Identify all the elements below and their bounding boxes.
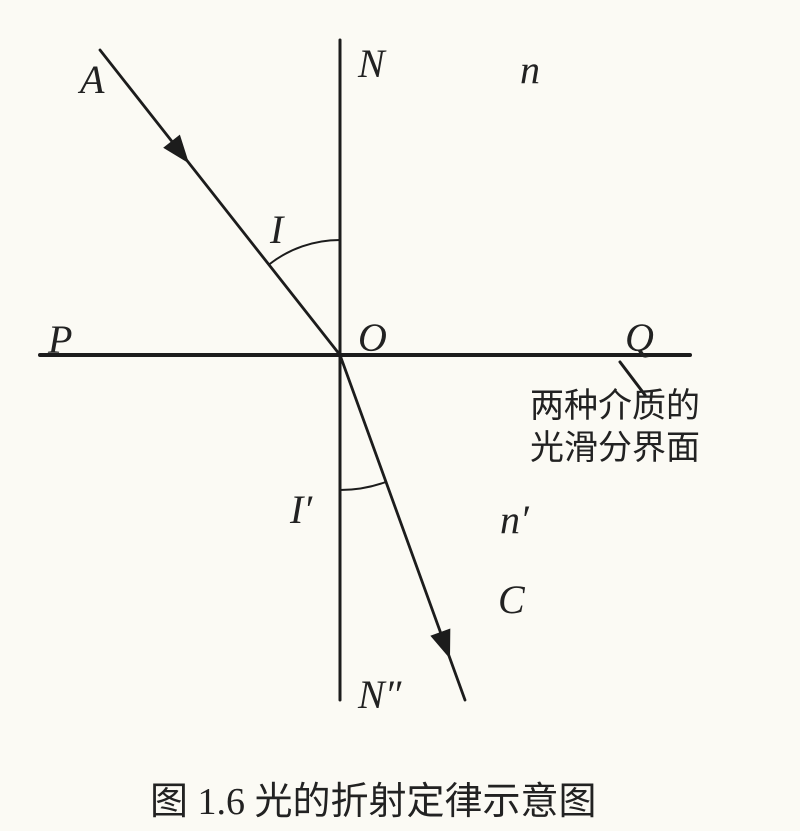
- figure-caption: 图 1.6 光的折射定律示意图: [150, 770, 597, 825]
- interface-label-line1: 两种介质的: [530, 390, 700, 424]
- label-P: P: [48, 320, 72, 360]
- label-A: A: [80, 60, 104, 100]
- label-N: N: [358, 44, 385, 84]
- interface-label-line2: 光滑分界面: [530, 432, 700, 466]
- label-n-prime: n′: [500, 500, 529, 540]
- refraction-diagram: A N n I P O Q I′ n′ C N″ 两种介质的 光滑分界面 图 1…: [0, 0, 800, 831]
- label-C: C: [498, 580, 525, 620]
- label-I-prime: I′: [290, 490, 312, 530]
- label-n: n: [520, 50, 540, 90]
- label-O: O: [358, 318, 387, 358]
- label-Q: Q: [625, 318, 654, 358]
- label-I: I: [270, 210, 283, 250]
- label-N-double-prime: N″: [358, 675, 401, 715]
